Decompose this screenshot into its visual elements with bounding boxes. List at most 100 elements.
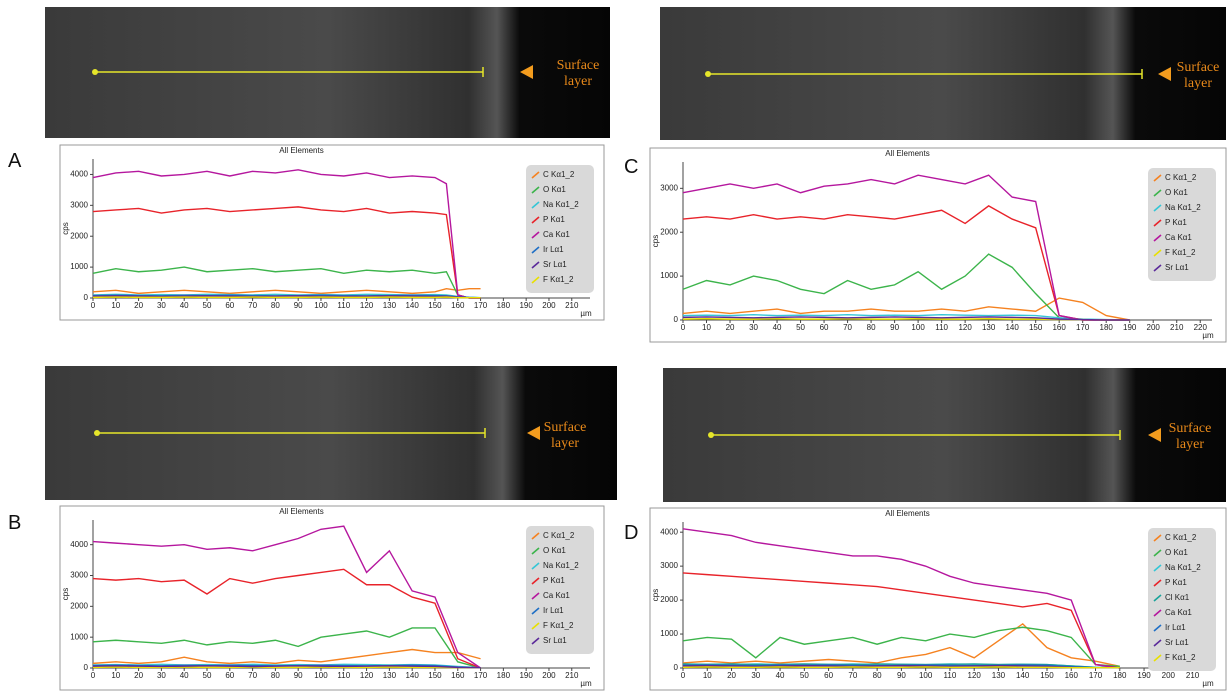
x-tick-label: 100 bbox=[314, 301, 328, 310]
chart-frame bbox=[649, 507, 1227, 691]
y-axis-label: cps bbox=[61, 222, 70, 234]
series-line bbox=[92, 169, 481, 299]
x-tick-label: 10 bbox=[702, 323, 711, 332]
x-tick-label: 30 bbox=[157, 671, 166, 680]
legend-label: Ir Lα1 bbox=[1165, 623, 1186, 632]
x-tick-label: 120 bbox=[968, 671, 982, 680]
x-tick-label: 170 bbox=[1076, 323, 1090, 332]
series-line bbox=[92, 648, 481, 665]
panel-label: B bbox=[8, 512, 22, 534]
legend-swatch bbox=[1153, 204, 1162, 212]
x-tick-label: 170 bbox=[474, 671, 488, 680]
legend-label: Sr Lα1 bbox=[1165, 638, 1189, 647]
x-tick-label: 40 bbox=[773, 323, 782, 332]
x-tick-label: 210 bbox=[1186, 671, 1200, 680]
x-tick-label: 190 bbox=[1137, 671, 1151, 680]
x-tick-label: 140 bbox=[1016, 671, 1030, 680]
legend-swatch bbox=[1153, 174, 1162, 182]
legend-label: F Kα1_2 bbox=[1165, 653, 1196, 662]
chart-title: All Elements bbox=[279, 507, 323, 516]
legend-label: O Kα1 bbox=[543, 546, 566, 555]
arrow-marker bbox=[527, 426, 540, 440]
legend-label: O Kα1 bbox=[1165, 548, 1188, 557]
x-tick-label: 190 bbox=[519, 671, 533, 680]
x-tick-label: 50 bbox=[800, 671, 809, 680]
x-tick-label: 90 bbox=[294, 301, 303, 310]
image-annotation: Surface layer bbox=[1168, 421, 1212, 452]
arrow-marker bbox=[1158, 67, 1171, 81]
series-line bbox=[682, 622, 1120, 667]
legend-swatch bbox=[1153, 624, 1162, 632]
x-tick-label: 160 bbox=[1065, 671, 1079, 680]
legend-swatch bbox=[531, 171, 540, 179]
x-tick-label: 150 bbox=[1040, 671, 1054, 680]
x-tick-label: 50 bbox=[203, 301, 212, 310]
x-tick-label: 150 bbox=[428, 301, 442, 310]
legend-swatch bbox=[531, 261, 540, 269]
x-tick-label: 220 bbox=[1194, 323, 1208, 332]
image-annotation: Surface layer bbox=[556, 58, 600, 89]
x-tick-label: 50 bbox=[796, 323, 805, 332]
x-tick-label: 70 bbox=[848, 671, 857, 680]
series-line bbox=[92, 627, 481, 669]
legend-label: F Kα1_2 bbox=[543, 621, 574, 630]
x-tick-label: 180 bbox=[1100, 323, 1114, 332]
legend-swatch bbox=[1153, 264, 1162, 272]
x-tick-label: 90 bbox=[897, 671, 906, 680]
series-line bbox=[682, 528, 1120, 669]
legend-swatch bbox=[1153, 654, 1162, 662]
x-tick-label: 190 bbox=[1123, 323, 1137, 332]
x-tick-label: 60 bbox=[225, 301, 234, 310]
x-tick-label: 160 bbox=[451, 301, 465, 310]
legend-swatch bbox=[531, 562, 540, 570]
series-line bbox=[92, 665, 481, 669]
x-tick-label: 80 bbox=[867, 323, 876, 332]
y-tick-label: 2000 bbox=[660, 227, 678, 236]
series-line bbox=[92, 525, 481, 669]
series-line bbox=[682, 666, 1120, 669]
x-tick-label: 10 bbox=[703, 671, 712, 680]
y-tick-label: 3000 bbox=[70, 200, 88, 209]
y-tick-label: 3000 bbox=[660, 561, 678, 570]
x-tick-label: 210 bbox=[1170, 323, 1184, 332]
legend-label: Cl Kα1 bbox=[1165, 593, 1190, 602]
legend-swatch bbox=[1153, 249, 1162, 257]
x-tick-label: 0 bbox=[91, 301, 96, 310]
y-tick-label: 2000 bbox=[660, 595, 678, 604]
x-tick-label: 120 bbox=[958, 323, 972, 332]
legend-label: Sr Lα1 bbox=[543, 636, 567, 645]
x-tick-label: 50 bbox=[203, 671, 212, 680]
legend-label: C Kα1_2 bbox=[543, 531, 575, 540]
y-tick-label: 0 bbox=[674, 663, 679, 672]
y-tick-label: 4000 bbox=[660, 527, 678, 536]
legend-swatch bbox=[1153, 564, 1162, 572]
legend-label: Ca Kα1 bbox=[1165, 608, 1192, 617]
legend-label: Ir Lα1 bbox=[543, 606, 564, 615]
x-tick-label: 150 bbox=[1029, 323, 1043, 332]
x-tick-label: 60 bbox=[225, 671, 234, 680]
y-tick-label: 3000 bbox=[70, 571, 88, 580]
series-line bbox=[92, 288, 481, 295]
series-line bbox=[682, 174, 1130, 321]
x-axis-label: µm bbox=[580, 679, 592, 688]
x-tick-label: 160 bbox=[451, 671, 465, 680]
y-tick-label: 3000 bbox=[660, 183, 678, 192]
legend-swatch bbox=[531, 231, 540, 239]
x-tick-label: 20 bbox=[134, 301, 143, 310]
x-tick-label: 130 bbox=[982, 323, 996, 332]
x-tick-label: 160 bbox=[1052, 323, 1066, 332]
x-tick-label: 100 bbox=[314, 671, 328, 680]
legend-swatch bbox=[531, 246, 540, 254]
series-line bbox=[682, 664, 1120, 669]
legend-swatch bbox=[531, 201, 540, 209]
y-axis-label: cps bbox=[651, 235, 660, 247]
y-tick-label: 0 bbox=[674, 315, 679, 324]
legend-swatch bbox=[531, 622, 540, 630]
legend-box bbox=[1148, 528, 1216, 671]
legend-label: F Kα1_2 bbox=[543, 275, 574, 284]
scan-start bbox=[92, 69, 98, 75]
legend-label: F Kα1_2 bbox=[1165, 248, 1196, 257]
series-line bbox=[682, 572, 1120, 669]
